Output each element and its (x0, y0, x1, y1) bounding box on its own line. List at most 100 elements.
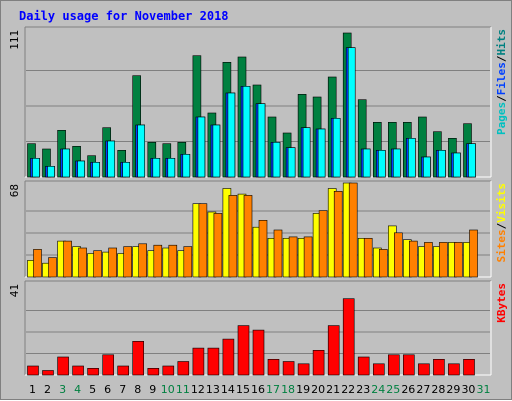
bar-kbytes-day-8 (132, 340, 144, 376)
x-tick-label-day-10: 10 (161, 383, 175, 396)
bar-kbytes-day-29 (448, 363, 460, 376)
panel-sites-visits-ymax-label: 68 (8, 184, 21, 197)
bar-sites-day-15 (243, 195, 253, 278)
x-tick-label-day-7: 7 (119, 383, 126, 396)
panel-pages-files-hits-legend: Pages/Files/Hits (495, 29, 508, 135)
bar-sites-day-3 (63, 240, 72, 278)
bar-pages-day-11 (182, 154, 191, 178)
legend-entry-sites: Sites (495, 229, 508, 262)
bar-kbytes-day-21 (327, 325, 340, 376)
x-tick-label-day-6: 6 (104, 383, 111, 396)
bar-sites-day-10 (168, 244, 178, 278)
bar-sites-day-13 (213, 213, 223, 278)
bar-kbytes-day-10 (162, 365, 175, 376)
bar-pages-day-26 (407, 138, 416, 178)
bar-kbytes-day-19 (297, 363, 310, 376)
panel-sites-visits-legend: Sites/Visits (495, 183, 508, 263)
x-tick-label-day-29: 29 (446, 383, 460, 396)
bar-sites-day-28 (439, 242, 448, 278)
panel-kbytes-ymax-label: 41 (8, 284, 21, 297)
legend-entry-files: Files (495, 62, 508, 95)
legend-entry-hits: Hits (495, 29, 508, 56)
bar-sites-day-11 (183, 246, 193, 278)
bar-pages-day-22 (347, 47, 356, 178)
bar-sites-day-7 (123, 246, 132, 278)
legend-entry-kbytes: KBytes (495, 283, 508, 323)
bar-sites-day-23 (363, 238, 373, 278)
bar-pages-day-29 (453, 152, 461, 178)
bar-kbytes-day-1 (27, 365, 39, 376)
bar-pages-day-25 (392, 148, 401, 178)
bar-pages-day-13 (212, 124, 221, 178)
bar-kbytes-day-17 (267, 358, 280, 376)
x-tick-label-day-21: 21 (326, 383, 340, 396)
bar-pages-day-5 (92, 162, 100, 178)
bar-pages-day-6 (107, 140, 115, 178)
x-tick-label-day-12: 12 (191, 383, 205, 396)
bar-pages-day-30 (468, 143, 476, 178)
bar-sites-day-16 (258, 220, 268, 278)
x-tick-label-day-13: 13 (206, 383, 220, 396)
x-tick-label-day-3: 3 (59, 383, 66, 396)
bar-pages-day-15 (242, 86, 251, 178)
bar-pages-day-8 (137, 124, 145, 178)
bar-kbytes-day-18 (282, 361, 295, 376)
legend-entry-sep: / (495, 55, 508, 62)
bar-sites-day-2 (48, 257, 57, 278)
bar-kbytes-day-16 (252, 329, 265, 376)
chart-title: Daily usage for November 2018 (19, 9, 229, 23)
bar-sites-day-21 (333, 191, 343, 278)
bar-kbytes-day-26 (402, 354, 415, 376)
bar-pages-day-7 (122, 162, 130, 178)
x-tick-label-day-11: 11 (176, 383, 190, 396)
bar-sites-day-20 (318, 210, 328, 278)
bar-pages-day-19 (302, 127, 311, 178)
x-tick-label-day-19: 19 (296, 383, 310, 396)
panel-kbytes-legend: KBytes (495, 283, 508, 323)
bar-kbytes-day-4 (72, 365, 84, 376)
bar-pages-day-14 (227, 92, 236, 178)
legend-entry-sep: / (495, 222, 508, 229)
bar-kbytes-day-15 (237, 325, 250, 376)
bar-pages-day-21 (332, 118, 341, 178)
bar-kbytes-day-2 (42, 370, 54, 376)
x-tick-label-day-2: 2 (44, 383, 51, 396)
bar-pages-day-27 (423, 156, 431, 178)
legend-entry-visits: Visits (495, 183, 508, 223)
bar-kbytes-day-14 (222, 338, 235, 376)
bar-sites-day-17 (273, 229, 283, 278)
bar-pages-day-10 (167, 158, 176, 178)
bar-sites-day-8 (138, 243, 147, 278)
bar-sites-day-19 (303, 236, 313, 278)
x-tick-label-day-20: 20 (311, 383, 325, 396)
bar-pages-day-16 (257, 103, 266, 178)
x-tick-label-day-25: 25 (386, 383, 400, 396)
bar-sites-day-18 (288, 236, 298, 278)
x-tick-label-day-16: 16 (251, 383, 265, 396)
x-tick-label-day-9: 9 (149, 383, 156, 396)
x-tick-label-day-5: 5 (89, 383, 96, 396)
bar-sites-day-12 (198, 203, 208, 278)
bar-sites-day-5 (93, 250, 102, 278)
bar-kbytes-day-25 (387, 354, 400, 376)
bar-pages-day-3 (62, 148, 70, 178)
panel-pages-files-hits-ymax-label: 111 (8, 30, 21, 50)
x-tick-label-day-1: 1 (29, 383, 36, 396)
bar-kbytes-day-23 (357, 356, 370, 376)
bar-kbytes-day-22 (342, 298, 355, 376)
bar-sites-day-27 (424, 242, 433, 278)
x-tick-label-day-23: 23 (356, 383, 370, 396)
bar-sites-day-14 (228, 195, 238, 278)
bar-pages-day-2 (47, 166, 55, 178)
x-tick-label-day-26: 26 (401, 383, 415, 396)
bar-sites-day-25 (393, 232, 403, 278)
bar-sites-day-29 (454, 242, 463, 278)
bar-sites-day-22 (348, 182, 358, 278)
bar-kbytes-day-13 (207, 347, 220, 376)
x-tick-label-day-24: 24 (371, 383, 385, 396)
bar-pages-day-23 (362, 148, 371, 178)
bar-kbytes-day-24 (372, 363, 385, 376)
x-tick-label-day-18: 18 (281, 383, 295, 396)
